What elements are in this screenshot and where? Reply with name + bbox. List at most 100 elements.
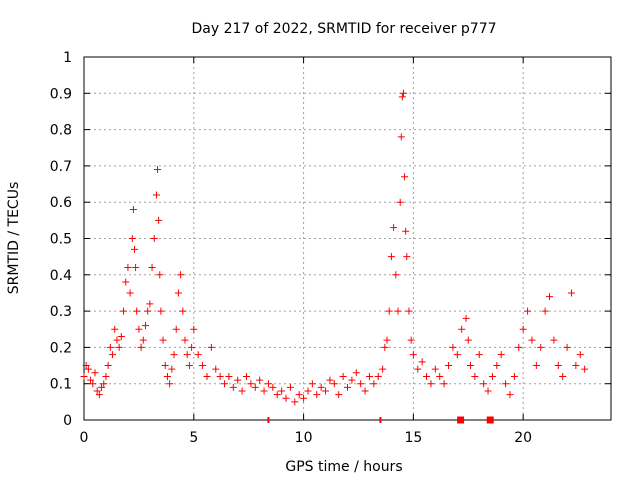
data-point <box>397 133 405 141</box>
data-point <box>251 383 259 391</box>
data-point <box>431 365 439 373</box>
data-point <box>510 372 518 380</box>
data-point <box>163 372 171 380</box>
x-tick-label: 15 <box>404 430 422 446</box>
y-axis-label: SRMTID / TECUs <box>6 182 22 295</box>
data-point <box>100 380 108 388</box>
y-tick-label: 0.2 <box>50 340 72 356</box>
data-point <box>436 372 444 380</box>
data-point <box>84 365 92 373</box>
data-point <box>150 235 158 242</box>
data-point <box>488 372 496 380</box>
data-point <box>449 343 457 351</box>
data-point <box>221 380 229 388</box>
data-point <box>304 387 312 395</box>
data-point <box>286 383 294 391</box>
data-point <box>352 369 360 377</box>
data-point <box>381 343 389 351</box>
data-point <box>484 387 492 395</box>
data-point <box>183 351 191 359</box>
data-point <box>170 351 178 359</box>
data-point <box>326 376 334 384</box>
y-tick-label: 0.6 <box>50 195 72 211</box>
data-point <box>464 336 472 344</box>
data-point <box>317 383 325 391</box>
y-tick-label: 0.3 <box>50 304 72 320</box>
data-point <box>159 336 167 344</box>
data-point <box>155 216 163 224</box>
x-tick-label: 20 <box>514 430 532 446</box>
y-tick-label: 0.5 <box>50 232 72 248</box>
x-axis-marker-square <box>457 416 465 424</box>
data-point <box>379 365 387 373</box>
data-point <box>308 380 316 388</box>
data-point <box>234 376 242 384</box>
data-point <box>344 383 351 391</box>
data-point <box>212 365 220 373</box>
data-point <box>295 391 303 399</box>
data-point <box>113 336 121 344</box>
data-point <box>392 271 400 279</box>
data-point <box>264 380 272 388</box>
data-point <box>190 325 198 333</box>
y-tick-label: 0.7 <box>50 159 72 175</box>
data-point <box>111 325 119 333</box>
data-point <box>414 365 422 373</box>
data-point <box>93 387 101 395</box>
data-point <box>229 383 237 391</box>
data-point <box>89 380 97 388</box>
data-point <box>532 362 540 370</box>
data-point <box>87 376 95 384</box>
data-point <box>91 369 99 377</box>
x-axis-marker-square <box>486 416 494 424</box>
data-point <box>146 300 154 308</box>
y-tick-label: 0.4 <box>50 268 72 284</box>
data-point <box>141 322 149 330</box>
data-point <box>515 343 523 351</box>
x-tick-label: 5 <box>189 430 198 446</box>
data-point <box>207 343 215 351</box>
data-point <box>418 358 426 366</box>
data-point <box>458 325 466 333</box>
data-point <box>524 307 532 315</box>
data-point <box>519 325 527 333</box>
data-point <box>148 264 156 272</box>
data-point <box>131 245 139 253</box>
data-point <box>216 372 224 380</box>
data-point <box>402 227 410 235</box>
data-point <box>152 191 160 199</box>
data-point <box>361 387 369 395</box>
data-point <box>445 362 453 370</box>
data-point <box>161 362 169 370</box>
grid <box>84 57 611 420</box>
data-point <box>537 343 545 351</box>
data-point <box>550 336 558 344</box>
data-point <box>260 387 268 395</box>
data-point <box>124 264 132 272</box>
data-point <box>348 376 356 384</box>
data-point <box>528 336 536 344</box>
y-tick-label: 0.9 <box>50 86 72 102</box>
data-point <box>405 307 413 315</box>
data-point <box>440 380 448 388</box>
y-tick-label: 0.8 <box>50 123 72 139</box>
data-point <box>383 336 391 344</box>
y-tick-label: 0 <box>63 413 72 429</box>
data-point <box>330 380 338 388</box>
data-point <box>387 253 395 261</box>
data-point <box>541 307 549 315</box>
data-point <box>462 314 470 322</box>
data-point <box>166 380 174 388</box>
data-point <box>282 394 290 402</box>
data-point <box>199 362 207 370</box>
data-point <box>497 351 505 359</box>
data-point <box>135 325 143 333</box>
data-point <box>120 307 128 315</box>
data-point <box>567 289 575 297</box>
data-point <box>117 333 125 341</box>
x-tick-label: 10 <box>295 430 313 446</box>
data-point <box>194 351 202 359</box>
data-point <box>133 307 141 315</box>
data-point <box>385 307 393 315</box>
